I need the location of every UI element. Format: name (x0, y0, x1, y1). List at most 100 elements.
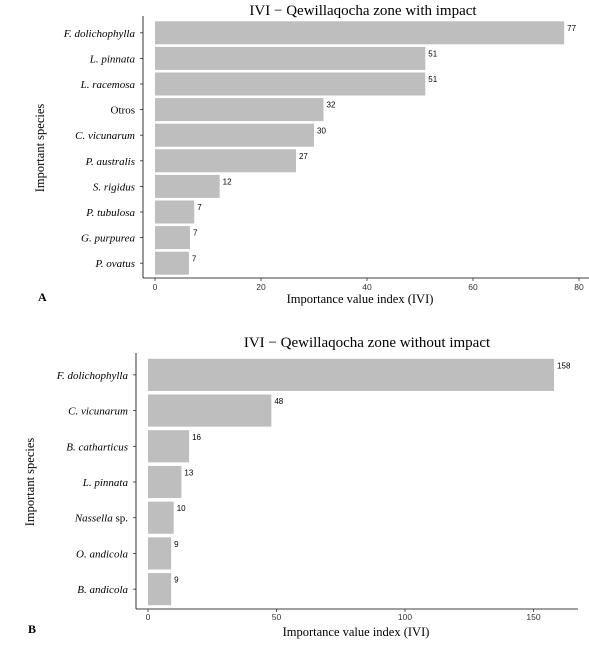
panel-b-category-label: C. vicunarum (68, 406, 128, 418)
panel-b-bar (148, 358, 555, 391)
category-species: racemosa (89, 79, 135, 91)
panel-b-data-label: 158 (557, 361, 571, 370)
panel-b-data-label: 9 (174, 540, 179, 549)
category-genus: O. (76, 548, 87, 560)
category-genus: L. (80, 79, 90, 91)
panel-a-data-label: 7 (193, 229, 198, 238)
panel-a-data-label: 51 (428, 75, 437, 84)
panel-b-data-label: 9 (174, 576, 179, 585)
panel-a-bar (155, 72, 426, 96)
panel-a-data-label: 77 (567, 24, 576, 33)
panel-b-x-tick-label: 150 (526, 612, 540, 622)
category-genus: F. (56, 370, 65, 382)
panel-a-category-label: C. vicunarum (75, 130, 135, 142)
panel-a-x-tick-label: 0 (153, 282, 158, 292)
panel-b-x-tick-label: 100 (398, 612, 412, 622)
panel-b-panel-letter: B (28, 622, 36, 636)
category-genus: L. (89, 53, 99, 65)
panel-a-bar (155, 251, 189, 275)
panel-b-category-label: B. andicola (77, 584, 128, 596)
panel-b-bar (148, 573, 172, 606)
category-species: purpurea (92, 233, 136, 245)
category-genus: P. (85, 156, 94, 168)
panel-b-bar (148, 501, 174, 534)
category-species: australis (94, 156, 135, 168)
panel-b-chart: IVI − Qewillaqocha zone without impact 15… (23, 335, 578, 639)
category-genus: Otros (111, 105, 135, 117)
panel-a-category-label: L. pinnata (89, 53, 136, 65)
category-species: pinnata (99, 53, 136, 65)
category-species: dolichophylla (72, 28, 136, 40)
panel-a-x-tick-label: 20 (256, 282, 266, 292)
category-species: catharticus (76, 441, 128, 453)
panel-b-bar (148, 537, 172, 570)
panel-b-bar (148, 430, 190, 463)
panel-a-bar (155, 174, 220, 198)
panel-a-x-tick-label: 80 (574, 282, 584, 292)
category-genus: S. (93, 181, 101, 193)
panel-b-data-label: 16 (192, 433, 201, 442)
category-species: tubulosa (94, 207, 135, 219)
category-species: vicunarum (78, 406, 128, 418)
panel-b-x-tick-label: 0 (146, 612, 151, 622)
category-species: vicunarum (85, 130, 135, 142)
category-genus: P. (94, 258, 103, 270)
category-species: andicola (87, 548, 129, 560)
category-species: dolichophylla (65, 370, 129, 382)
category-genus: C. (68, 406, 78, 418)
category-genus: Nassella (74, 513, 113, 525)
category-genus: G. (81, 233, 92, 245)
panel-a-bar (155, 98, 324, 122)
panel-a-bar (155, 200, 195, 224)
panel-a-category-label: L. racemosa (80, 79, 136, 91)
panel-b-bar (148, 394, 272, 427)
panel-a-x-tick-label: 60 (468, 282, 478, 292)
panel-a-title: IVI − Qewillaqocha zone with impact (249, 3, 477, 19)
panel-a-category-label: P. australis (85, 156, 135, 168)
category-genus: P. (85, 207, 94, 219)
category-genus: B. (77, 584, 86, 596)
panel-a-data-label: 7 (192, 254, 197, 263)
panel-b-data-label: 48 (274, 397, 283, 406)
panel-a-chart: IVI − Qewillaqocha zone with impact77F. … (33, 3, 589, 306)
panel-b-x-axis-title: Importance value index (IVI) (283, 625, 430, 639)
panel-b-data-label: 10 (177, 504, 186, 513)
category-species: andicola (87, 584, 129, 596)
panel-b-category-label: Nassella sp. (74, 513, 128, 525)
category-species: pinnata (92, 477, 129, 489)
panel-a-data-label: 7 (197, 203, 202, 212)
category-genus: B. (66, 441, 75, 453)
category-genus: L. (82, 477, 92, 489)
panel-b-y-axis-title: Important species (23, 438, 37, 527)
panel-a-data-label: 30 (317, 126, 326, 135)
category-species: sp. (113, 513, 129, 525)
panel-b-category-label: F. dolichophylla (56, 370, 129, 382)
panel-a-x-tick-label: 40 (362, 282, 372, 292)
panel-a-data-label: 32 (327, 101, 336, 110)
panel-b-category-label: O. andicola (76, 548, 128, 560)
panel-a-data-label: 27 (299, 152, 308, 161)
panel-b-bar (148, 465, 182, 499)
panel-a-category-label: G. purpurea (81, 233, 135, 245)
panel-a-panel-letter: A (38, 290, 47, 304)
category-species: ovatus (104, 258, 135, 270)
panel-a-category-label: Otros (111, 105, 135, 117)
category-genus: F. (63, 28, 72, 40)
category-species: rigidus (101, 181, 135, 193)
panel-a-bar (155, 123, 314, 147)
panel-a-category-label: P. ovatus (94, 258, 135, 270)
panel-a-y-axis-title: Important species (33, 104, 47, 193)
panel-a-category-label: S. rigidus (93, 181, 135, 193)
panel-a-data-label: 12 (223, 177, 232, 186)
panel-a-data-label: 51 (428, 49, 437, 58)
panel-b-category-label: L. pinnata (82, 477, 129, 489)
panel-b-title: IVI − Qewillaqocha zone without impact (244, 335, 491, 351)
panel-b-x-tick-label: 50 (272, 612, 282, 622)
panel-a-bar (155, 21, 565, 45)
panel-a-x-axis-title: Importance value index (IVI) (287, 292, 434, 306)
panel-a-bar (155, 149, 296, 173)
panel-a-category-label: P. tubulosa (85, 207, 135, 219)
panel-a-bar (155, 46, 426, 70)
category-genus: C. (75, 130, 85, 142)
